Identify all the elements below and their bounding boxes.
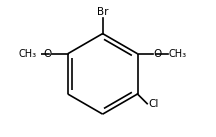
Text: Cl: Cl (149, 99, 159, 109)
Text: CH₃: CH₃ (168, 49, 186, 59)
Text: O: O (43, 49, 52, 59)
Text: O: O (154, 49, 162, 59)
Text: CH₃: CH₃ (19, 49, 37, 59)
Text: Br: Br (97, 7, 108, 17)
